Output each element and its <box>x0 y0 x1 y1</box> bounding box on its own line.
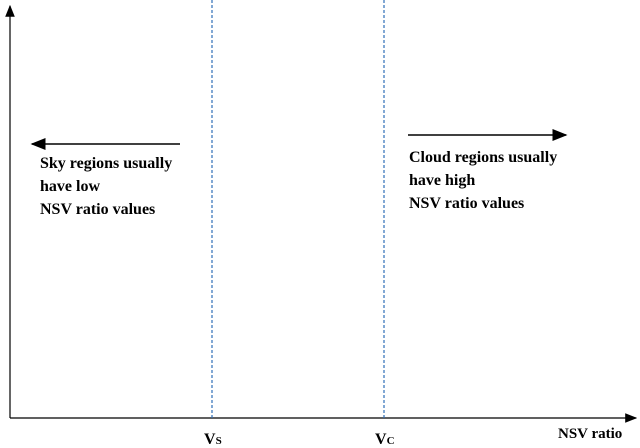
note-line: have high <box>409 172 475 189</box>
note-line: have low <box>40 178 100 195</box>
subscript: S <box>216 435 222 447</box>
subscript: C <box>387 435 395 447</box>
note-line: Sky regions usually <box>40 155 172 172</box>
threshold-label: VS <box>204 431 222 448</box>
note-line: NSV ratio values <box>409 195 524 212</box>
x-axis-label: NSV ratio <box>558 426 622 442</box>
symbol: V <box>204 431 216 448</box>
symbol: V <box>375 431 387 448</box>
threshold-label: VC <box>375 431 395 448</box>
note-line: Cloud regions usually <box>409 149 557 166</box>
note-line: NSV ratio values <box>40 201 155 218</box>
